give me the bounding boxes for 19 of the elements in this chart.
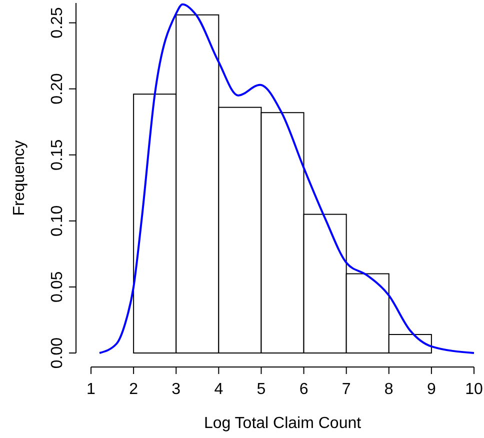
x-tick-label: 7 xyxy=(342,381,351,398)
y-tick-label: 0.10 xyxy=(49,205,66,236)
y-tick-label: 0.15 xyxy=(49,139,66,170)
x-tick-label: 10 xyxy=(465,381,483,398)
x-axis-title: Log Total Claim Count xyxy=(204,415,362,432)
x-tick-label: 6 xyxy=(299,381,308,398)
x-tick-label: 3 xyxy=(172,381,181,398)
y-tick-label: 0.00 xyxy=(49,337,66,369)
y-tick-label: 0.05 xyxy=(49,271,66,303)
y-tick-label: 0.25 xyxy=(49,7,66,38)
x-tick-label: 1 xyxy=(86,381,96,398)
line-series xyxy=(98,3,475,354)
x-tick-label: 8 xyxy=(384,381,394,398)
x-tick-label: 9 xyxy=(426,381,436,398)
y-tick-label: 0.20 xyxy=(49,73,66,104)
x-tick-label: 5 xyxy=(256,381,266,398)
y-axis-title: Frequency xyxy=(11,140,28,216)
x-tick-label: 2 xyxy=(129,381,138,398)
x-tick-label: 4 xyxy=(214,381,224,398)
